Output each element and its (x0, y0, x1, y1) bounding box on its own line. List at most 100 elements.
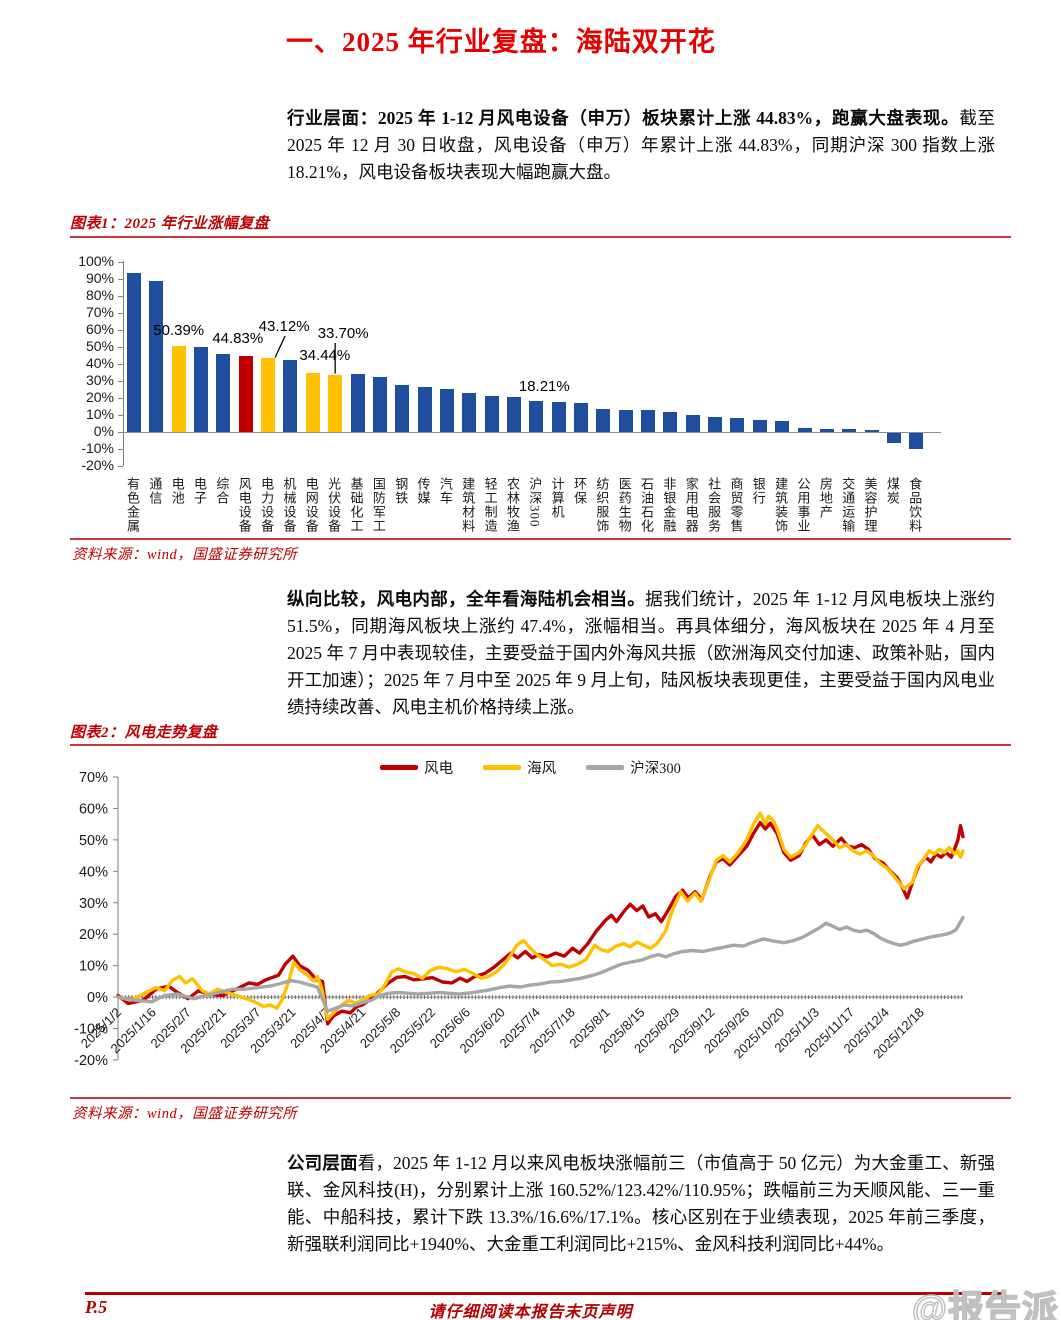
y-tick-label: 50% (85, 337, 114, 354)
legend-item: 风电 (380, 757, 453, 778)
y-tick-label: 0% (93, 423, 114, 439)
paragraph-company: 公司层面看，2025 年 1-12 月以来风电板块涨幅前三（市值高于 50 亿元… (287, 1150, 995, 1258)
bar-电力设备 (261, 358, 276, 432)
y-axis-tick (118, 363, 123, 365)
figure2-line-chart: 70%60%50%40%30%20%10%0%-10%-20%2025/1/22… (74, 770, 965, 1069)
y-tick-label: 80% (85, 286, 114, 303)
y-axis-tick (118, 414, 123, 416)
y-tick-label: 40% (79, 864, 108, 880)
legend-label: 沪深300 (630, 761, 681, 777)
bar-category-label: 光伏设备 (326, 477, 342, 533)
y-tick-label: 20% (85, 388, 114, 405)
figure1-source: 资料来源：wind，国盛证券研究所 (72, 547, 298, 563)
figure1-source-rule (70, 538, 1011, 540)
bar-category-label: 纺织服饰 (594, 477, 610, 533)
bar-category-label: 环保 (572, 477, 587, 505)
y-tick-label: 50% (79, 833, 108, 849)
y-tick-label: -20% (74, 1053, 108, 1069)
paragraph-compare: 纵向比较，风电内部，全年看海陆机会相当。据我们统计，2025 年 1-12 月风… (287, 586, 995, 721)
bar-category-label: 石油石化 (639, 477, 655, 533)
bar-category-label: 建筑材料 (460, 477, 476, 533)
legend-item: 沪深300 (586, 757, 681, 778)
callout-label: 34.44% (299, 347, 351, 364)
bar-光伏设备 (328, 374, 343, 432)
bar-category-label: 非银金融 (661, 477, 677, 533)
bar-计算机 (551, 401, 566, 432)
y-tick-label: 100% (78, 252, 114, 269)
bar-category-label: 钢铁 (393, 477, 409, 505)
bar-category-label: 交通运输 (840, 477, 856, 533)
series-line-海风 (116, 811, 965, 1021)
y-tick-label: -10% (81, 440, 114, 457)
bar-category-label: 计算机 (549, 477, 565, 519)
y-tick-label: 10% (79, 959, 108, 975)
bar-传媒 (417, 387, 432, 432)
bar-汽车 (439, 388, 454, 432)
bar-电池 (171, 346, 186, 432)
bar-category-label: 基础化工 (348, 477, 364, 533)
legend-swatch (380, 765, 419, 770)
y-tick-label: 20% (79, 927, 108, 943)
y-axis-line (123, 261, 124, 467)
bar-category-label: 电力设备 (259, 477, 275, 533)
bar-轻工制造 (484, 395, 499, 432)
bar-category-label: 农林牧渔 (504, 477, 520, 533)
bar-category-label: 美容护理 (862, 477, 878, 533)
series-line-沪深300 (116, 915, 965, 1013)
bar-交通运输 (842, 429, 857, 432)
figure2-caption-rule (70, 744, 1011, 746)
bar-通信 (149, 281, 164, 432)
y-axis-tick (118, 397, 123, 399)
bar-家用电器 (685, 414, 700, 432)
y-tick-label: 30% (79, 896, 108, 912)
y-tick-label: 0% (87, 990, 108, 1006)
y-tick-label: 10% (85, 405, 114, 422)
bar-category-label: 银行 (750, 477, 766, 505)
bar-category-label: 传媒 (415, 477, 431, 505)
bar-风电设备 (238, 355, 253, 432)
figure1-bar-chart: 100% 90% 80% 70% 60% 50% 40% 30% 20% 10% 0% -10% -20… (70, 248, 1015, 548)
footer-rule (85, 1292, 1002, 1295)
bar-category-label: 机械设备 (281, 477, 297, 533)
bar-房地产 (819, 429, 834, 432)
bar-category-label: 电子 (192, 477, 208, 505)
bar-医药生物 (618, 409, 633, 432)
bar-category-label: 公用事业 (795, 477, 811, 533)
bar-美容护理 (864, 430, 879, 432)
bar-电子 (194, 346, 209, 432)
paragraph-industry: 行业层面：2025 年 1-12 月风电设备（申万）板块累计上涨 44.83%，… (287, 105, 995, 186)
bar-category-label: 医药生物 (616, 477, 632, 533)
bar-煤炭 (886, 433, 901, 443)
bar-农林牧渔 (506, 397, 521, 432)
section-title: 一、2025 年行业复盘：海陆双开花 (286, 27, 716, 57)
y-tick-label: 60% (79, 801, 108, 817)
figure2-legend: 风电 海风 沪深300 (0, 757, 1061, 778)
bar-category-label: 汽车 (437, 477, 453, 505)
bar-category-label: 房地产 (817, 477, 833, 519)
bar-category-label: 食品饮料 (907, 477, 923, 533)
bar-category-label: 建筑装饰 (773, 477, 789, 533)
bar-category-label: 商贸零售 (728, 477, 744, 533)
legend-label: 风电 (424, 761, 454, 777)
bar-category-label: 通信 (147, 477, 163, 505)
y-axis-tick (118, 329, 123, 331)
y-tick-label: 30% (85, 371, 114, 388)
callout-label: 43.12% (258, 318, 310, 335)
figure1-caption-rule (70, 236, 1011, 238)
y-tick-label: 60% (85, 320, 114, 337)
bar-商贸零售 (730, 418, 745, 432)
bar-category-label: 国防军工 (370, 477, 386, 533)
bar-非银金融 (663, 412, 678, 432)
leader-line (274, 335, 286, 358)
figure1-caption: 图表1：2025 年行业涨幅复盘 (70, 216, 270, 232)
bar-国防军工 (372, 376, 387, 432)
y-tick-label: 40% (85, 354, 114, 371)
y-axis-tick (118, 432, 123, 433)
y-axis-tick (118, 466, 123, 468)
y-axis-tick (118, 278, 123, 280)
callout-label: 18.21% (518, 378, 570, 395)
legend-item: 海风 (483, 757, 556, 778)
y-axis-tick (118, 380, 123, 382)
paragraph-industry-body: 截至 2025 年 12 月 30 日收盘，风电设备（申万）年累计上涨 44.8… (287, 108, 995, 182)
figure2-source-rule (70, 1097, 1011, 1099)
